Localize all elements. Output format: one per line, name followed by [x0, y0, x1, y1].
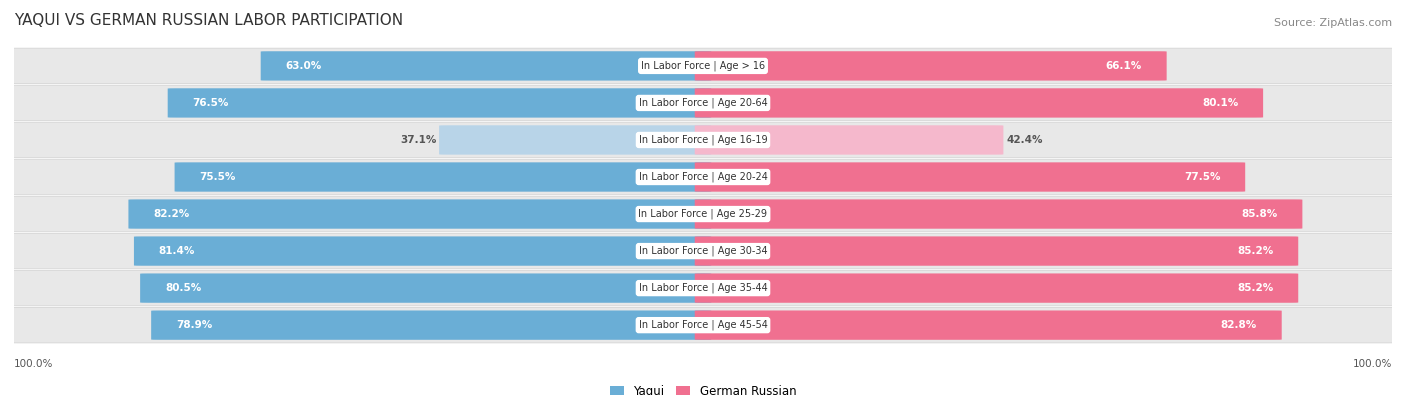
Text: 82.2%: 82.2% [153, 209, 190, 219]
Text: 66.1%: 66.1% [1105, 61, 1142, 71]
Text: 76.5%: 76.5% [193, 98, 229, 108]
Text: 85.8%: 85.8% [1241, 209, 1278, 219]
Text: In Labor Force | Age 45-54: In Labor Force | Age 45-54 [638, 320, 768, 330]
FancyBboxPatch shape [3, 85, 1403, 121]
Text: 42.4%: 42.4% [1007, 135, 1043, 145]
Text: 81.4%: 81.4% [159, 246, 195, 256]
FancyBboxPatch shape [3, 307, 1403, 343]
FancyBboxPatch shape [141, 273, 711, 303]
Text: 85.2%: 85.2% [1237, 283, 1274, 293]
FancyBboxPatch shape [695, 125, 1004, 155]
Text: In Labor Force | Age 35-44: In Labor Force | Age 35-44 [638, 283, 768, 293]
Text: 80.1%: 80.1% [1202, 98, 1239, 108]
Legend: Yaqui, German Russian: Yaqui, German Russian [605, 380, 801, 395]
Text: 100.0%: 100.0% [1353, 359, 1392, 369]
Text: In Labor Force | Age > 16: In Labor Force | Age > 16 [641, 61, 765, 71]
FancyBboxPatch shape [695, 273, 1298, 303]
FancyBboxPatch shape [167, 88, 711, 118]
FancyBboxPatch shape [695, 236, 1298, 266]
FancyBboxPatch shape [3, 159, 1403, 195]
FancyBboxPatch shape [134, 236, 711, 266]
Text: 82.8%: 82.8% [1220, 320, 1257, 330]
Text: 85.2%: 85.2% [1237, 246, 1274, 256]
Text: YAQUI VS GERMAN RUSSIAN LABOR PARTICIPATION: YAQUI VS GERMAN RUSSIAN LABOR PARTICIPAT… [14, 13, 404, 28]
FancyBboxPatch shape [695, 88, 1263, 118]
FancyBboxPatch shape [439, 125, 711, 155]
Text: In Labor Force | Age 30-34: In Labor Force | Age 30-34 [638, 246, 768, 256]
FancyBboxPatch shape [260, 51, 711, 81]
Text: 78.9%: 78.9% [176, 320, 212, 330]
Text: 75.5%: 75.5% [200, 172, 236, 182]
Text: In Labor Force | Age 20-64: In Labor Force | Age 20-64 [638, 98, 768, 108]
FancyBboxPatch shape [695, 51, 1167, 81]
FancyBboxPatch shape [174, 162, 711, 192]
Text: Source: ZipAtlas.com: Source: ZipAtlas.com [1274, 18, 1392, 28]
FancyBboxPatch shape [3, 196, 1403, 232]
Text: In Labor Force | Age 25-29: In Labor Force | Age 25-29 [638, 209, 768, 219]
FancyBboxPatch shape [3, 48, 1403, 84]
Text: 63.0%: 63.0% [285, 61, 322, 71]
FancyBboxPatch shape [152, 310, 711, 340]
FancyBboxPatch shape [695, 310, 1282, 340]
FancyBboxPatch shape [3, 270, 1403, 306]
Text: 80.5%: 80.5% [165, 283, 201, 293]
Text: 37.1%: 37.1% [399, 135, 436, 145]
FancyBboxPatch shape [695, 162, 1246, 192]
Text: In Labor Force | Age 20-24: In Labor Force | Age 20-24 [638, 172, 768, 182]
FancyBboxPatch shape [3, 233, 1403, 269]
Text: 100.0%: 100.0% [14, 359, 53, 369]
Text: In Labor Force | Age 16-19: In Labor Force | Age 16-19 [638, 135, 768, 145]
FancyBboxPatch shape [128, 199, 711, 229]
FancyBboxPatch shape [3, 122, 1403, 158]
Text: 77.5%: 77.5% [1184, 172, 1220, 182]
FancyBboxPatch shape [695, 199, 1302, 229]
